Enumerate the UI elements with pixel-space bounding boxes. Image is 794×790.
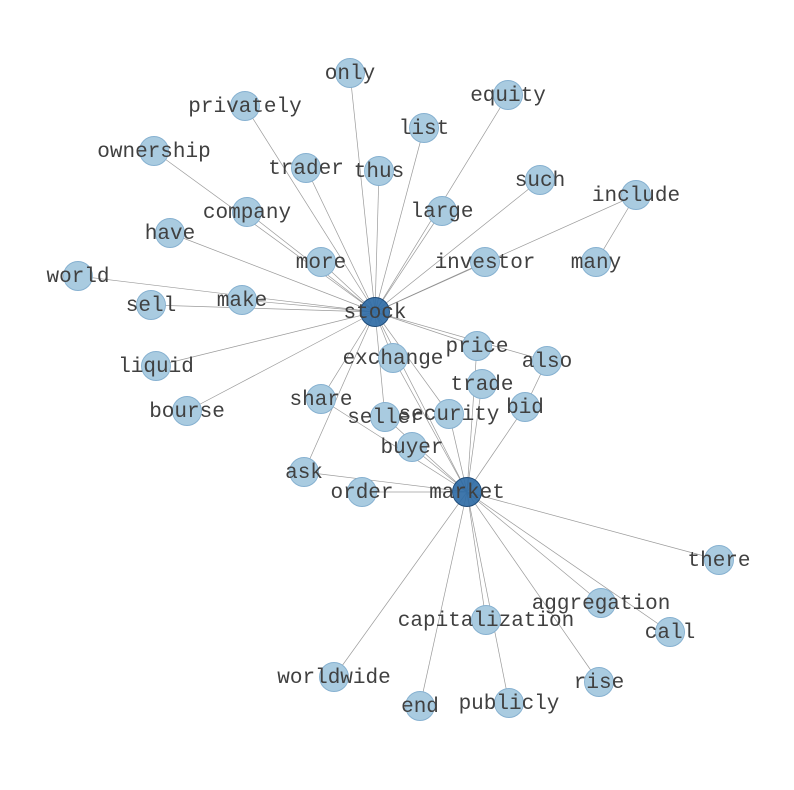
svg-text:call: call <box>645 622 695 645</box>
svg-text:ask: ask <box>285 462 323 485</box>
svg-text:stock: stock <box>343 302 406 325</box>
svg-text:equity: equity <box>470 85 546 108</box>
svg-text:there: there <box>687 550 750 573</box>
svg-text:price: price <box>445 336 508 359</box>
svg-text:also: also <box>522 351 572 374</box>
svg-text:exchange: exchange <box>343 348 444 371</box>
svg-text:company: company <box>203 202 291 225</box>
svg-text:seller: seller <box>347 407 423 430</box>
svg-text:trade: trade <box>450 374 513 397</box>
svg-text:list: list <box>399 118 449 141</box>
svg-text:publicly: publicly <box>459 693 560 716</box>
svg-text:thus: thus <box>354 161 404 184</box>
svg-text:only: only <box>325 63 375 86</box>
svg-text:worldwide: worldwide <box>277 667 390 690</box>
svg-text:ownership: ownership <box>97 141 210 164</box>
svg-text:trader: trader <box>268 158 344 181</box>
svg-text:investor: investor <box>435 252 536 275</box>
svg-text:make: make <box>217 290 267 313</box>
svg-text:rise: rise <box>574 672 624 695</box>
svg-text:market: market <box>429 482 505 505</box>
svg-text:bid: bid <box>506 397 544 420</box>
svg-text:have: have <box>145 223 195 246</box>
svg-text:large: large <box>410 201 473 224</box>
svg-text:more: more <box>296 252 346 275</box>
svg-text:buyer: buyer <box>380 437 443 460</box>
svg-text:share: share <box>289 389 352 412</box>
svg-text:order: order <box>330 482 393 505</box>
svg-text:bourse: bourse <box>149 401 225 424</box>
svg-text:end: end <box>401 696 439 719</box>
svg-text:privately: privately <box>188 96 301 119</box>
svg-text:sell: sell <box>126 295 176 318</box>
svg-text:such: such <box>515 170 565 193</box>
svg-text:aggregation: aggregation <box>532 593 671 616</box>
svg-text:include: include <box>592 185 680 208</box>
svg-text:world: world <box>46 266 109 289</box>
svg-text:many: many <box>571 252 621 275</box>
svg-text:liquid: liquid <box>118 356 194 379</box>
